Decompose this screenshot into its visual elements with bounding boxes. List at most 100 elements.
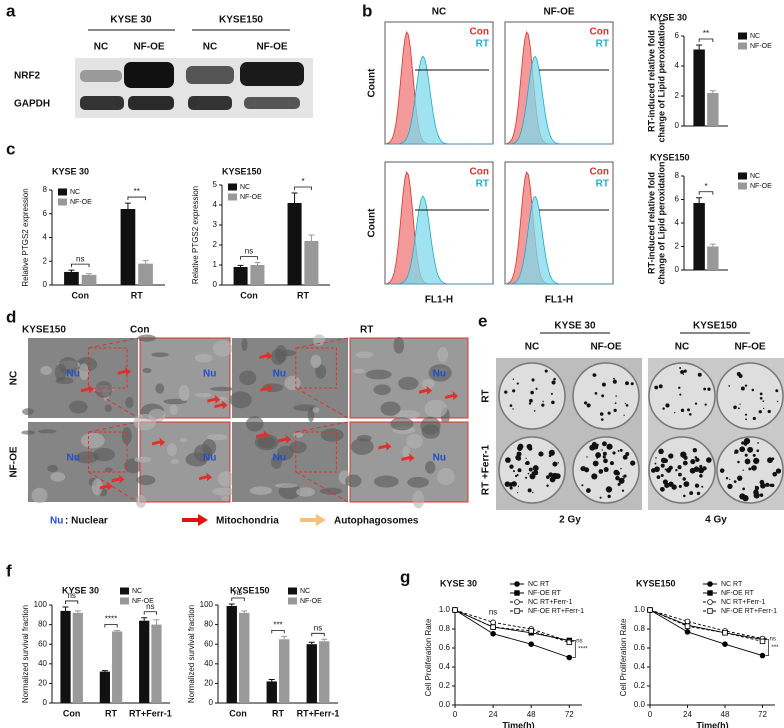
colony-dot [737, 460, 740, 464]
em-texture [428, 364, 452, 382]
y-tick-label: 5 [213, 180, 218, 189]
colony-dot [606, 443, 613, 450]
column-label: NF-OE [734, 342, 765, 353]
mito-arrow [182, 514, 208, 526]
y-tick-label: 0.6 [439, 643, 451, 652]
marker [514, 581, 520, 587]
legend-label: NC RT+Ferr-1 [721, 599, 766, 606]
significance-bracket [570, 640, 574, 642]
em-texture [38, 429, 57, 434]
blot-band [80, 96, 124, 110]
y-axis-label: Normalized survival fraction [21, 605, 30, 703]
mito-arrow [117, 366, 131, 376]
colony-dot [690, 459, 696, 465]
significance-bracket [104, 624, 118, 628]
em-texture [355, 351, 374, 359]
group-label: KYSE 30 [554, 321, 596, 332]
bar [319, 641, 330, 703]
em-texture [209, 386, 235, 392]
colony-dot [695, 457, 700, 463]
colony-dot [687, 408, 690, 412]
significance-label: ns [245, 247, 253, 256]
y-tick-label: 0.0 [439, 700, 451, 709]
colony-dot [706, 457, 712, 463]
y-tick-label: 100 [200, 600, 214, 609]
y-tick-label: 2 [213, 240, 218, 249]
colony-dot [601, 449, 603, 451]
colony-dot [689, 491, 694, 496]
colony-dot [658, 448, 664, 455]
em-texture [94, 381, 113, 398]
colony-dot [677, 465, 682, 470]
y-tick-label: 0.8 [439, 624, 451, 633]
colony-dot [603, 458, 608, 464]
colony-dot [725, 477, 729, 480]
marker [759, 652, 766, 659]
colony-dot [630, 382, 634, 386]
legend-key: Nu [50, 516, 63, 527]
mito-arrow [99, 481, 113, 491]
colony-dot [683, 494, 686, 498]
colony-dot [747, 446, 754, 453]
plate [498, 362, 566, 430]
lane-label: NC [94, 42, 108, 53]
y-tick-label: 6 [675, 195, 680, 204]
nucleus-label: Nu [273, 453, 286, 464]
colony-dot [622, 475, 624, 477]
colony-dot [617, 482, 621, 486]
em-texture [69, 400, 88, 414]
significance-bracket [763, 638, 767, 640]
flow-legend: Con [470, 167, 489, 178]
x-tick-label: 72 [565, 710, 574, 719]
colony-dot [683, 369, 687, 373]
significance-bracket [698, 191, 714, 195]
y-tick-label: 0.2 [634, 681, 646, 690]
colony-dot [668, 465, 673, 470]
colony-dot [533, 470, 539, 476]
marker [528, 641, 534, 647]
colony-dot [621, 489, 625, 492]
colony-dot [664, 468, 667, 471]
em-texture [212, 340, 233, 357]
bar [306, 644, 317, 703]
colony-dot [585, 488, 591, 493]
autophagosome-arrow [300, 514, 326, 526]
em-texture [310, 354, 322, 368]
flow-histogram-rt [505, 195, 613, 285]
blot-band [80, 70, 122, 82]
colony-dot [765, 482, 770, 487]
colony-dot [551, 400, 555, 405]
colony-dot [550, 392, 553, 395]
lane-label: NF-OE [256, 42, 287, 53]
colony-dot [694, 449, 696, 451]
flow-xlabel: FL1-H [425, 295, 453, 306]
colony-dot [683, 455, 688, 460]
x-tick-label: Con [72, 290, 90, 300]
legend-swatch [738, 42, 747, 50]
em-texture [179, 437, 187, 443]
colony-dot [592, 460, 599, 467]
mito-arrow [259, 351, 273, 361]
colony-dot [516, 491, 519, 494]
colony-dot [531, 378, 535, 382]
y-tick-label: 20 [38, 679, 47, 688]
x-tick-label: RT [272, 708, 284, 718]
colony-dot [694, 456, 698, 459]
colony-dot [699, 464, 703, 469]
colony-dot [662, 407, 665, 410]
colony-dot [544, 369, 548, 373]
chart-title: KYSE150 [222, 166, 262, 176]
legend-label: NF-OE [132, 598, 154, 605]
significance-label: ** [703, 29, 709, 38]
colony-dot [613, 377, 615, 380]
em-texture [380, 401, 401, 416]
colony-dot [741, 441, 745, 445]
colony-dot [744, 458, 751, 465]
dose-label: 4 Gy [705, 515, 727, 526]
error-bar [62, 606, 69, 611]
colony-dot [752, 453, 756, 457]
flow-ylabel: Count [367, 68, 378, 98]
cell-line-label: KYSE150 [22, 325, 66, 336]
bar [138, 263, 153, 285]
colony-dot [772, 471, 778, 477]
